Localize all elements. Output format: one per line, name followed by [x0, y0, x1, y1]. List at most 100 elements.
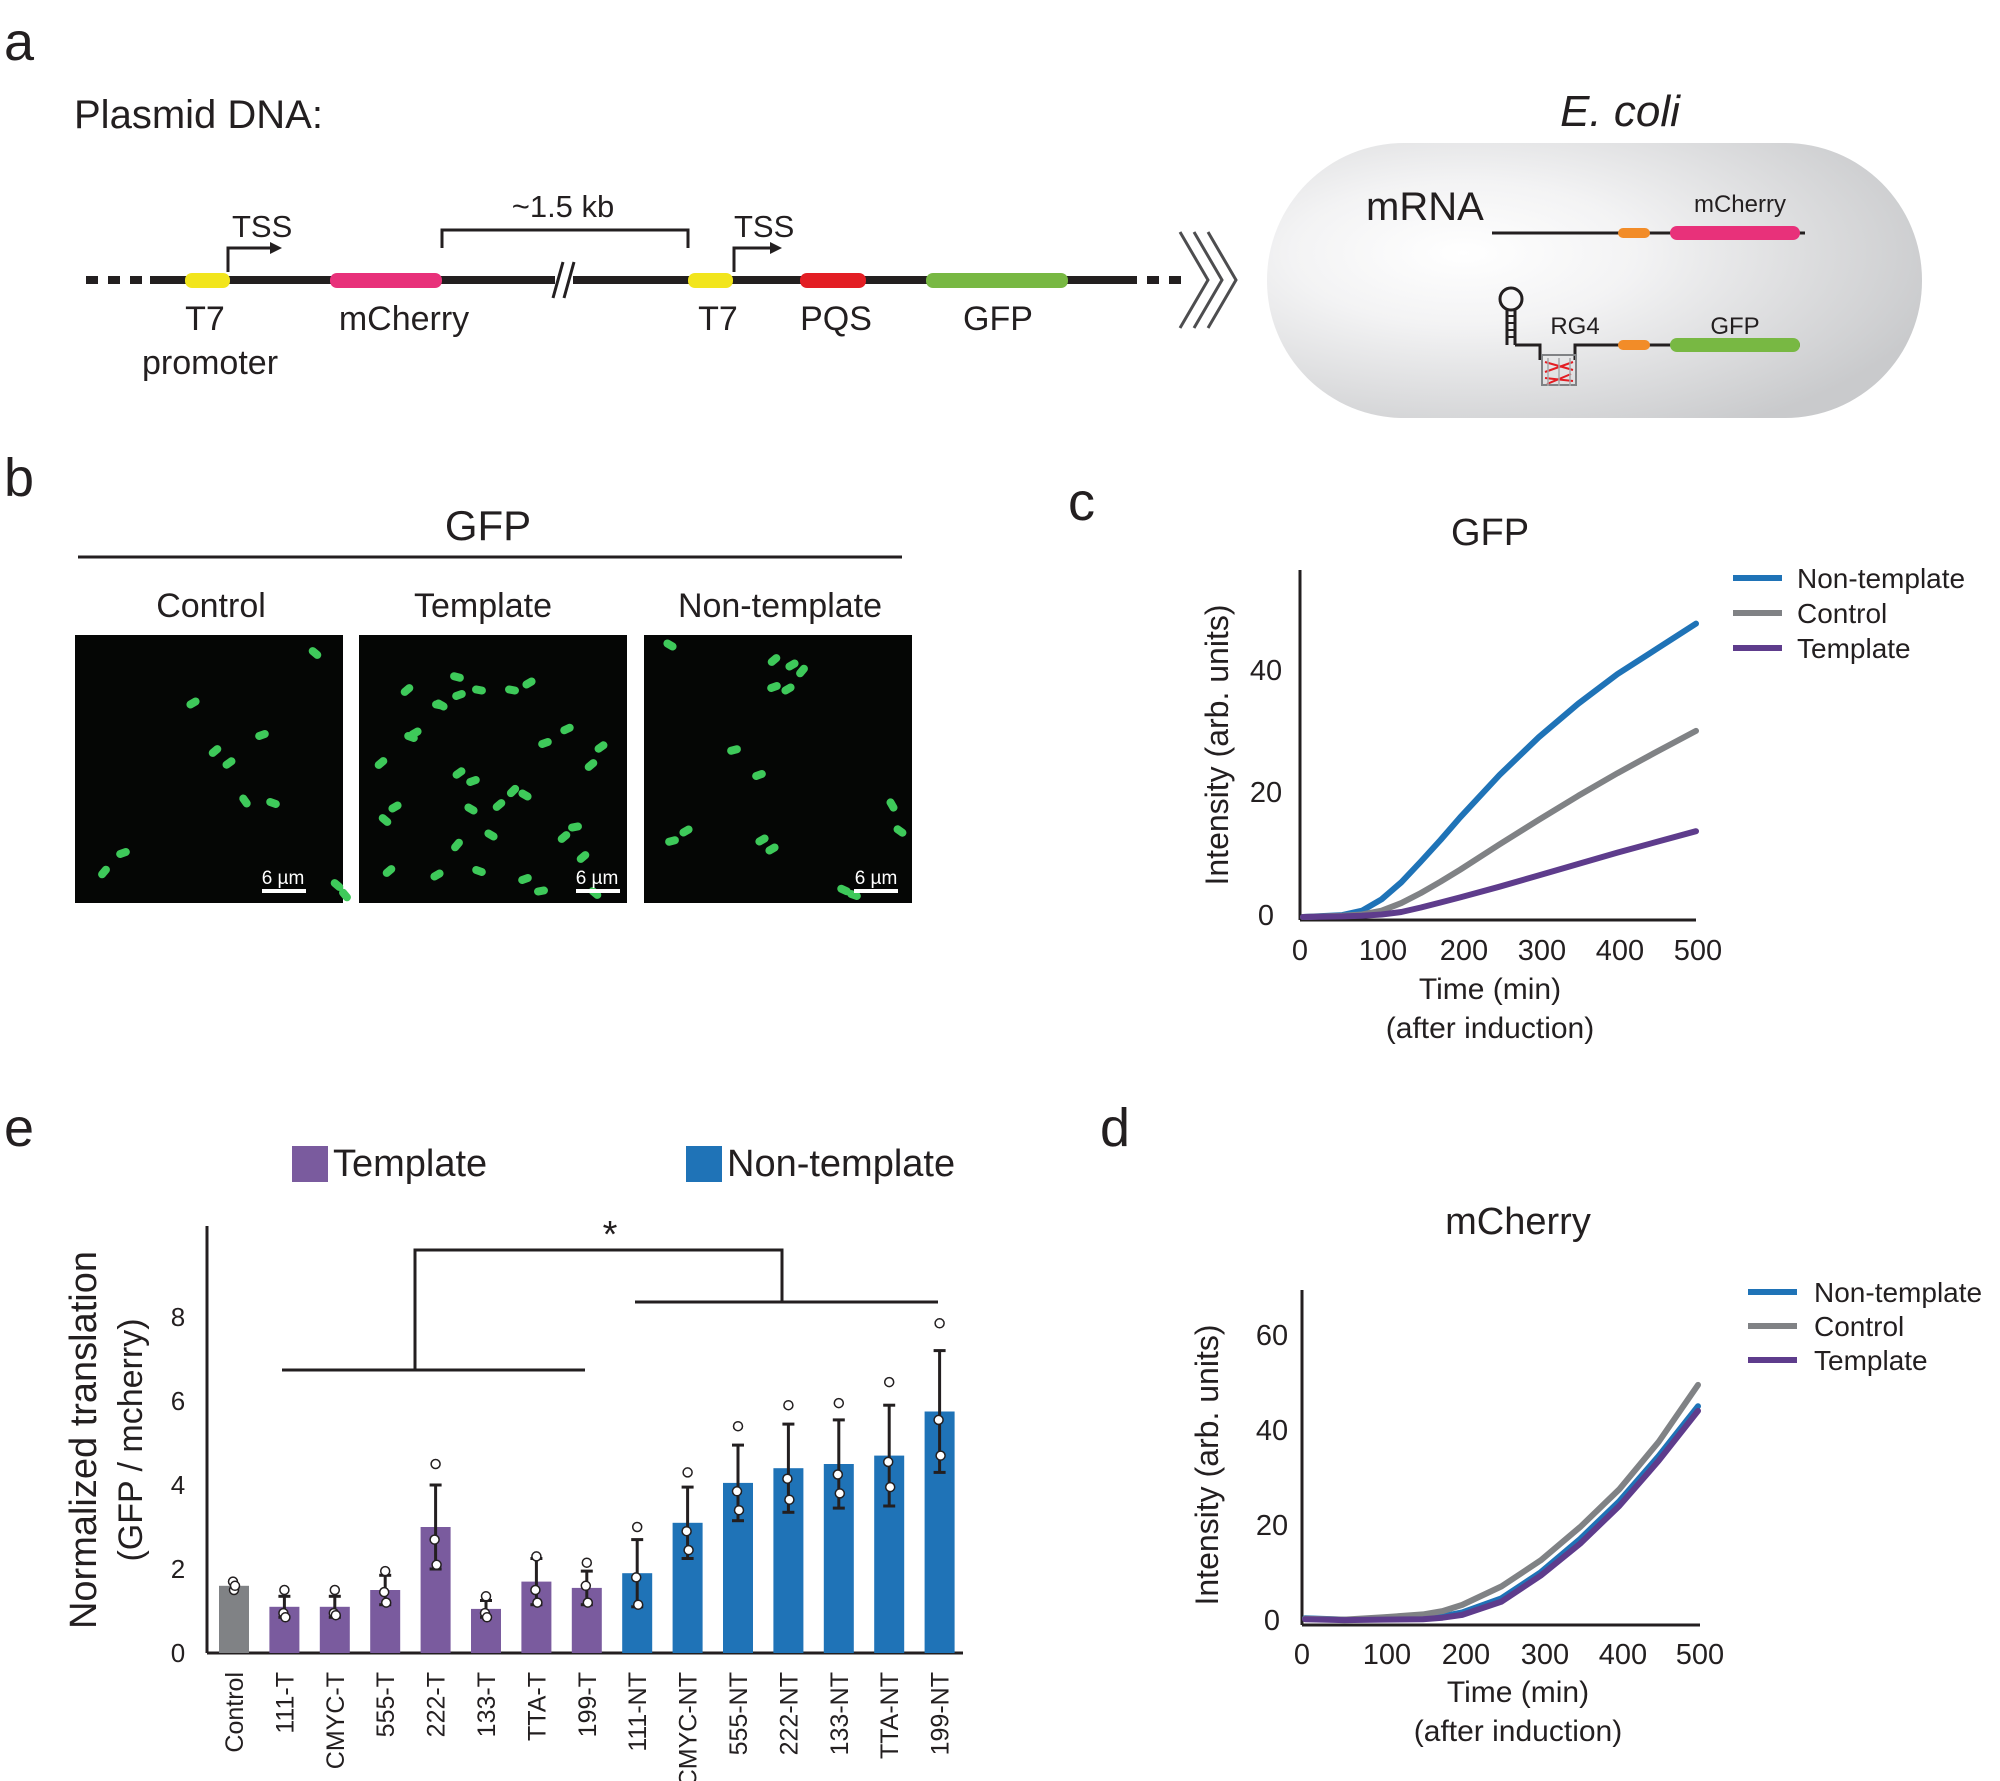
scale-label-template: 6 µm [576, 868, 619, 889]
x-tick-label-133-nt: 133-NT [826, 1672, 854, 1755]
legend-swatch-non-template [686, 1146, 722, 1182]
bacterium-cell [239, 794, 251, 808]
data-point-222-nt [782, 1473, 793, 1484]
bacterium-cell [518, 789, 532, 801]
bacterium-cell [451, 838, 463, 852]
micrograph-control [75, 635, 351, 903]
data-point-cmyc-nt [683, 1544, 694, 1556]
mcherry-label: mCherry [339, 300, 469, 338]
y-tick-label: 20 [1256, 1510, 1288, 1542]
tss-arrow-icon [732, 242, 782, 272]
y-tick-label: 40 [1256, 1415, 1288, 1447]
legend-label-template: Template [333, 1143, 487, 1185]
x-tick-label: 100 [1363, 1639, 1411, 1671]
tss-label-right: TSS [734, 209, 794, 244]
data-point-199-t [580, 1580, 592, 1592]
x-tick-label: 500 [1674, 935, 1722, 967]
tss-label-left: TSS [232, 209, 292, 244]
bar-control [219, 1585, 249, 1653]
span-bracket [440, 228, 690, 248]
x-tick-label: 0 [1292, 935, 1308, 967]
bacterium-cell [208, 745, 222, 757]
data-point-tta-t [530, 1584, 541, 1596]
data-point-133-t [480, 1591, 492, 1602]
microscopy-title: GFP [445, 502, 531, 549]
series-line-control [1302, 1381, 1701, 1623]
ecoli-cell: E. coli mRNA mCherry RG4 GFP [1267, 87, 1922, 418]
microscopy-panel: GFP Control Template Non-template 6 µm 6… [75, 502, 912, 903]
bacterium-cell [308, 647, 322, 659]
data-point-tta-nt [882, 1456, 894, 1468]
y-tick-label: 8 [171, 1302, 185, 1332]
bacterium-cell [382, 865, 396, 877]
data-point-555-t [378, 1586, 390, 1598]
bacterium-cell [767, 681, 781, 693]
rg4-label: RG4 [1550, 313, 1599, 340]
bacterium-cell [450, 672, 464, 682]
series-line-non-template [1300, 620, 1699, 920]
bacterium-cell [767, 654, 781, 666]
data-point-tta-nt [884, 1481, 896, 1493]
x-tick-label-555-nt: 555-NT [725, 1672, 753, 1755]
data-point-555-nt [733, 1504, 745, 1516]
bacterium-cell [186, 697, 200, 709]
normalized-translation-bar-chart: Template Non-template 0 2 4 6 8 Normaliz… [63, 1143, 963, 1781]
bacterium-cell [505, 685, 519, 695]
x-tick-label: 500 [1676, 1639, 1724, 1671]
x-tick-label-199-nt: 199-NT [927, 1672, 955, 1755]
x-axis-label: Time (min) [1419, 973, 1561, 1006]
bacterium-cell [594, 741, 608, 753]
x-tick-label-tta-nt: TTA-NT [876, 1672, 904, 1759]
mcherry-line-chart: mCherry 0 20 40 60 0 100 200 300 400 500… [1189, 1201, 1982, 1748]
bacterium-cell [576, 851, 590, 863]
micrograph-template [359, 635, 627, 903]
bacterium-cell [584, 759, 598, 771]
data-point-133-t [481, 1612, 493, 1623]
x-tick-label: 400 [1599, 1639, 1647, 1671]
bacterium-cell [484, 829, 498, 841]
bacterium-cell [796, 664, 808, 678]
data-point-199-nt [933, 1414, 944, 1426]
bacterium-cell [466, 775, 480, 787]
data-point-222-nt [784, 1494, 795, 1505]
bacterium-cell [222, 757, 236, 769]
t7-promoter-label: T7 [185, 300, 225, 338]
scale-label-control: 6 µm [262, 868, 305, 889]
bacterium-cell [893, 825, 907, 837]
data-point-133-nt [834, 1488, 846, 1499]
data-point-cmyc-t [329, 1584, 341, 1596]
mcherry-block [330, 273, 442, 288]
micrograph-non-template [644, 635, 912, 903]
image-label-non-template: Non-template [678, 587, 882, 625]
bacterium-cell [557, 831, 571, 843]
data-point-tta-t [532, 1597, 543, 1608]
legend-label-non-template: Non-template [1814, 1277, 1982, 1308]
data-point-tta-t [531, 1551, 542, 1562]
x-tick-label-cmyc-t: CMYC-T [322, 1672, 350, 1769]
data-point-111-t [279, 1584, 290, 1596]
data-point-222-t [431, 1559, 442, 1571]
t7-block [688, 273, 733, 288]
bacterium-cell [752, 769, 766, 781]
x-tick-label: 400 [1596, 935, 1644, 967]
rbs-block [1618, 228, 1650, 238]
legend-label-control: Control [1814, 1311, 1904, 1342]
panel-label-e: e [4, 1098, 34, 1158]
ecoli-title: E. coli [1560, 87, 1681, 136]
data-point-111-nt [630, 1572, 642, 1583]
data-point-555-t [380, 1597, 392, 1608]
significance-asterisk: * [603, 1214, 618, 1256]
x-axis-label-2: (after induction) [1386, 1012, 1594, 1045]
t7-promoter-block [185, 273, 230, 288]
pqs-block [800, 273, 866, 288]
data-point-222-t [429, 1534, 440, 1545]
rg4-quadruplex-icon [1541, 354, 1577, 386]
data-point-control [229, 1580, 241, 1592]
legend-label-control: Control [1797, 598, 1887, 629]
gfp-line-chart: GFP 0 20 40 0 100 200 300 400 500 Time (… [1199, 512, 1965, 1045]
chevron-right-icon [1178, 231, 1238, 329]
break-mark [551, 261, 576, 299]
x-tick-label: 0 [1294, 1639, 1310, 1671]
y-axis-label: Normalized translation [63, 1251, 105, 1629]
